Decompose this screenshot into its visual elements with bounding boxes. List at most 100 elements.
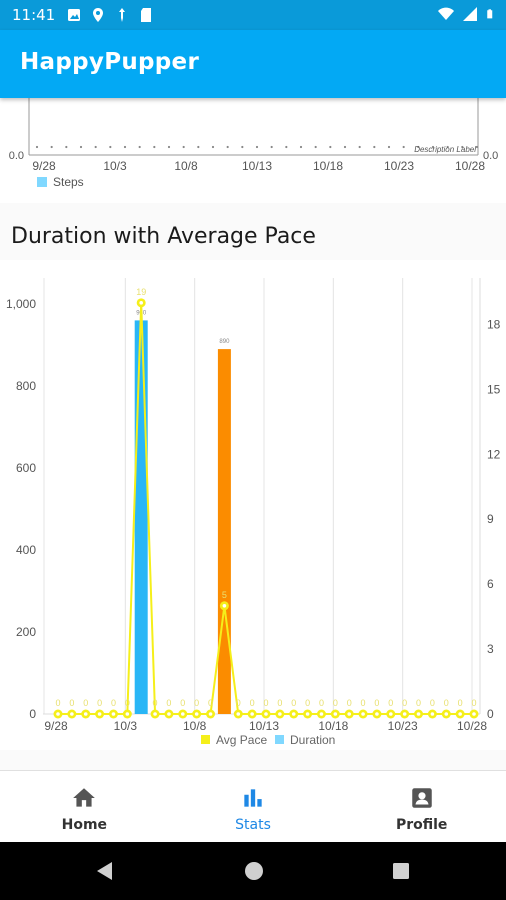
avg-pace-value-label: 0 — [166, 698, 171, 708]
home-icon — [73, 788, 96, 807]
avg-pace-point-hole — [236, 712, 241, 716]
avg-pace-line-path — [58, 302, 474, 715]
avg-pace-value-label: 0 — [83, 698, 88, 708]
duration-left-tick-label: 600 — [16, 461, 36, 475]
avg-pace-point-hole — [319, 712, 324, 716]
avg-pace-value-label: 0 — [263, 698, 268, 708]
avg-pace-point-hole — [472, 712, 476, 716]
steps-zero-marker — [79, 145, 83, 149]
avg-pace-value-label: 0 — [319, 698, 324, 708]
avg-pace-point-hole — [97, 712, 102, 716]
steps-x-tick-label: 10/18 — [313, 159, 343, 173]
steps-zero-marker — [329, 145, 332, 149]
app-bar: HappyPupper — [0, 30, 506, 98]
avg-pace-point-hole — [222, 603, 227, 608]
steps-zero-marker — [373, 145, 376, 149]
nav-stats-label: Stats — [235, 817, 271, 833]
steps-x-tick-label: 10/28 — [455, 159, 485, 173]
steps-legend-swatch — [37, 177, 47, 187]
duration-left-tick-label: 1,000 — [6, 297, 36, 311]
avg-pace-value-label: 19 — [136, 287, 146, 297]
duration-bar — [134, 320, 148, 714]
avg-pace-value-label: 0 — [153, 698, 158, 708]
recents-icon[interactable] — [390, 860, 412, 882]
duration-right-tick-label: 9 — [487, 512, 494, 526]
duration-right-tick-label: 0 — [487, 707, 494, 721]
account-box-icon — [411, 788, 432, 808]
avg-pace-point-hole — [291, 712, 296, 716]
avg-pace-value-label: 0 — [444, 698, 449, 708]
notification-icons — [66, 7, 154, 23]
avg-pace-point-hole — [264, 712, 268, 716]
steps-left-axis-min: 0.0 — [9, 150, 24, 162]
avg-pace-value-label: 0 — [416, 698, 421, 708]
duration-x-tick-label: 9/28 — [44, 719, 68, 733]
steps-zero-marker — [226, 145, 229, 149]
app-title: HappyPupper — [20, 49, 200, 75]
nav-stats[interactable]: Stats — [169, 771, 338, 842]
steps-zero-marker — [285, 145, 288, 149]
duration-right-tick-label: 12 — [487, 447, 501, 461]
duration-left-tick-label: 400 — [16, 543, 36, 557]
steps-zero-marker — [123, 145, 127, 149]
duration-left-tick-label: 200 — [16, 625, 36, 639]
back-icon[interactable] — [94, 860, 116, 882]
steps-zero-marker — [475, 145, 479, 149]
duration-legend-label: Duration — [290, 733, 335, 747]
avg-pace-point-hole — [402, 712, 407, 716]
duration-legend: Avg Pace Duration — [201, 733, 335, 747]
nav-profile[interactable]: Profile — [337, 771, 506, 842]
avg-pace-value-label: 0 — [180, 698, 185, 708]
steps-zero-marker — [343, 145, 347, 149]
duration-x-tick-label: 10/18 — [318, 719, 348, 733]
avg-pace-point-hole — [416, 712, 421, 716]
sd-card-icon — [141, 8, 151, 22]
avg-pace-value-label: 0 — [430, 698, 435, 708]
wifi-icon — [438, 7, 454, 20]
stats-content[interactable]: 0.0 0.0 Description Label 9/28 10/3 10/8 10… — [0, 98, 506, 770]
duration-x-tick-label: 10/13 — [249, 719, 279, 733]
avg-pace-point-hole — [167, 712, 171, 716]
steps-zero-marker — [94, 145, 97, 149]
avg-pace-value-label: 0 — [236, 698, 241, 708]
avg-pace-point-hole — [305, 712, 310, 716]
home-circle-icon[interactable] — [243, 860, 265, 882]
system-navigation-bar — [0, 842, 506, 900]
avg-pace-point-hole — [153, 712, 157, 716]
duration-chart-card[interactable]: 0 200 400 600 800 1,000 0 3 6 9 12 15 18 9/28 10/3 10/8… — [0, 260, 506, 750]
steps-zero-marker — [299, 145, 303, 149]
avg-pace-point-hole — [208, 712, 213, 716]
bottom-navigation: Home Stats Profile — [0, 770, 506, 842]
duration-axes: 0 200 400 600 800 1,000 0 3 6 9 12 15 18 9/28 10/3 10/8… — [6, 297, 501, 733]
duration-right-tick-label: 18 — [487, 317, 501, 331]
steps-zero-marker — [387, 145, 391, 149]
avg-pace-point-hole — [361, 712, 365, 716]
duration-x-tick-label: 10/23 — [388, 719, 418, 733]
avg-pace-value-label: 0 — [388, 698, 393, 708]
avg-pace-point-hole — [389, 712, 393, 716]
duration-right-tick-label: 15 — [487, 382, 501, 396]
avg-pace-value-label: 0 — [277, 698, 282, 708]
system-status-icons — [438, 6, 496, 22]
steps-right-axis-min: 0.0 — [483, 150, 498, 162]
duration-x-tick-label: 10/28 — [457, 719, 487, 733]
avg-pace-point-hole — [375, 712, 379, 716]
duration-chart[interactable]: 0 200 400 600 800 1,000 0 3 6 9 12 15 18 9/28 10/3 10/8… — [0, 260, 506, 750]
steps-zero-marker — [153, 145, 156, 149]
steps-zero-marker — [417, 145, 420, 149]
steps-description-label: Description Label — [414, 145, 476, 154]
steps-x-tick-label: 10/13 — [242, 159, 272, 173]
duration-legend-label: Avg Pace — [216, 733, 267, 747]
avg-pace-point-hole — [458, 712, 462, 716]
avg-pace-value-label: 0 — [458, 698, 463, 708]
nav-home[interactable]: Home — [0, 771, 169, 842]
steps-zero-marker — [109, 145, 112, 149]
avg-pace-point-hole — [333, 712, 338, 716]
avg-pace-value-label: 0 — [125, 698, 130, 708]
steps-zero-markers — [35, 145, 479, 149]
duration-left-tick-label: 0 — [29, 707, 36, 721]
steps-legend-label: Steps — [53, 175, 84, 189]
battery-icon — [487, 9, 493, 19]
steps-zero-marker — [35, 145, 39, 149]
